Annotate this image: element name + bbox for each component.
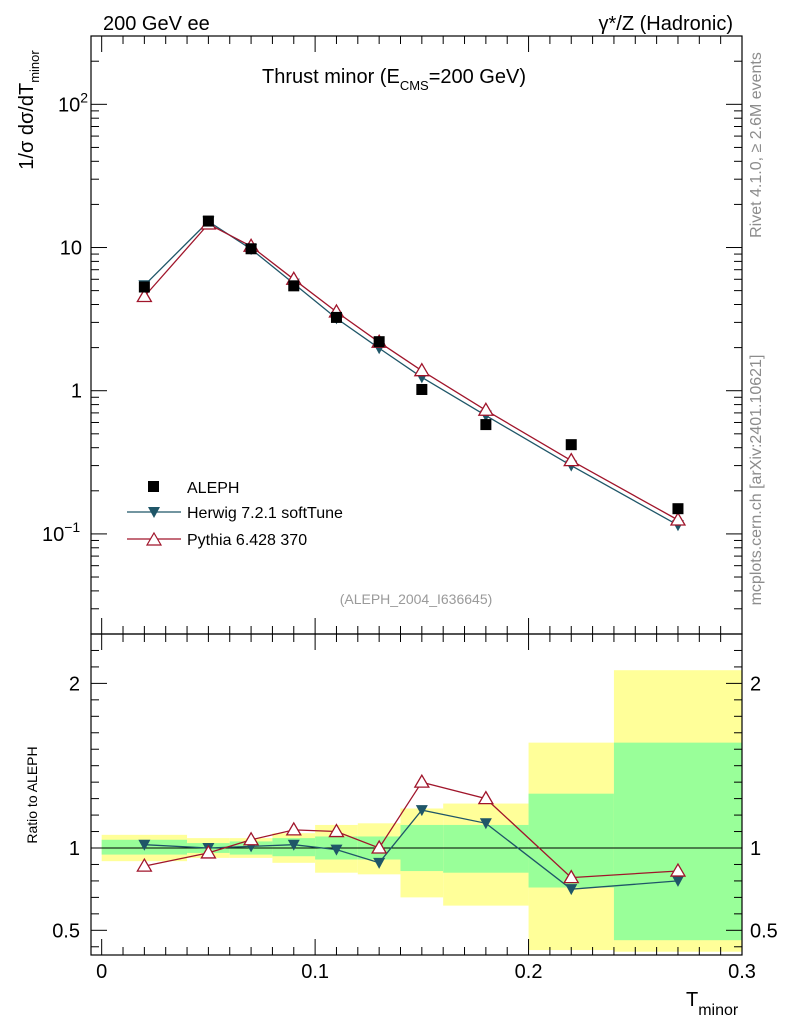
pythia-ratio-point [371, 839, 388, 854]
pythia-ratio-point [136, 857, 153, 872]
aleph-point [202, 215, 214, 227]
aleph-point [416, 383, 428, 395]
ratio-ylabel: Ratio to ALEPH [24, 746, 40, 843]
ratio-ytick-label-left-0: 0.5 [52, 920, 80, 942]
aleph-point [565, 439, 577, 451]
ratio-ytick-label-left-1: 1 [69, 838, 80, 860]
herwig-ratio-point [479, 818, 492, 830]
pythia-point [669, 511, 687, 526]
pythia-ratio-point [669, 862, 687, 877]
xtick-label-2: 0.2 [515, 961, 543, 983]
pythia-ratio-line [144, 781, 679, 879]
xtick-label-3: 0.3 [728, 961, 756, 983]
rivet-label: Rivet 4.1.0, ≥ 2.6M events [748, 52, 765, 238]
aleph-point [373, 336, 385, 348]
xtick-label-1: 0.1 [301, 961, 329, 983]
ratio-axes: 0.5 0.5 1 1 2 2 0 0.1 0.2 0.3 [52, 634, 778, 983]
aleph-point [480, 419, 492, 431]
pythia-point [413, 362, 430, 377]
aleph-point [245, 243, 257, 255]
ratio-ytick-label-right-1: 1 [750, 838, 761, 860]
legend-label-herwig: Herwig 7.2.1 softTune [187, 505, 343, 522]
pythia-point [563, 452, 580, 467]
pythia-point [136, 288, 153, 303]
pythia-ratio-point [242, 831, 260, 846]
herwig-ratio-point [415, 805, 428, 817]
pythia-ratio-point [285, 821, 302, 836]
legend-marker-herwig [148, 507, 160, 518]
pythia-ratio-point [563, 869, 580, 884]
xlabel: Tminor [686, 989, 739, 1019]
main-ytick-label-3: 10−1 [42, 519, 80, 546]
header-right: γ*/Z (Hadronic) [599, 13, 733, 35]
legend-label-aleph: ALEPH [187, 480, 239, 497]
ratio-frame [90, 633, 743, 956]
pythia-ratio-point [477, 790, 495, 805]
herwig-ratio-line [144, 809, 679, 890]
header-left: 200 GeV ee [103, 13, 210, 35]
band-inner-9 [613, 742, 742, 941]
main-ytick-label-1: 10 [60, 238, 82, 260]
legend-label-pythia: Pythia 6.428 370 [187, 532, 307, 549]
ratio-series [136, 773, 687, 896]
legend-marker-pythia [145, 531, 163, 546]
herwig-ratio-point [330, 844, 343, 856]
main-ylabel: 1/σ dσ/dTminor [16, 50, 42, 170]
analysis-tag: (ALEPH_2004_I636645) [340, 591, 493, 607]
herwig-ratio-point [287, 839, 300, 851]
main-ytick-label-2: 1 [71, 381, 82, 403]
mcplots-label: mcplots.cern.ch [arXiv:2401.10621] [748, 355, 765, 606]
main-title: Thrust minor (ECMS=200 GeV) [262, 66, 526, 93]
aleph-point [672, 503, 684, 515]
pythia-ratio-point [413, 773, 430, 788]
aleph-point [330, 311, 342, 323]
main-series [136, 215, 687, 532]
pythia-line [143, 223, 679, 521]
pythia-point [477, 401, 495, 416]
legend-marker-aleph [148, 481, 159, 492]
band-inner-7 [443, 824, 529, 873]
herwig-ratio-point [138, 839, 151, 851]
xtick-label-0: 0 [96, 961, 107, 983]
aleph-point [288, 280, 300, 292]
legend: ALEPH Herwig 7.2.1 softTune Pythia 6.428… [127, 480, 343, 549]
pythia-ratio-point [328, 823, 345, 838]
ratio-ytick-label-left-2: 2 [69, 673, 80, 695]
herwig-ratio-point [565, 884, 578, 896]
pythia-ratio-point [200, 844, 217, 859]
main-ytick-label-0: 102 [58, 89, 88, 116]
aleph-point [138, 281, 150, 293]
ratio-ytick-label-right-2: 2 [750, 673, 761, 695]
ratio-ytick-label-right-0: 0.5 [750, 920, 778, 942]
herwig-ratio-point [671, 875, 684, 887]
herwig-ratio-point [373, 857, 386, 869]
